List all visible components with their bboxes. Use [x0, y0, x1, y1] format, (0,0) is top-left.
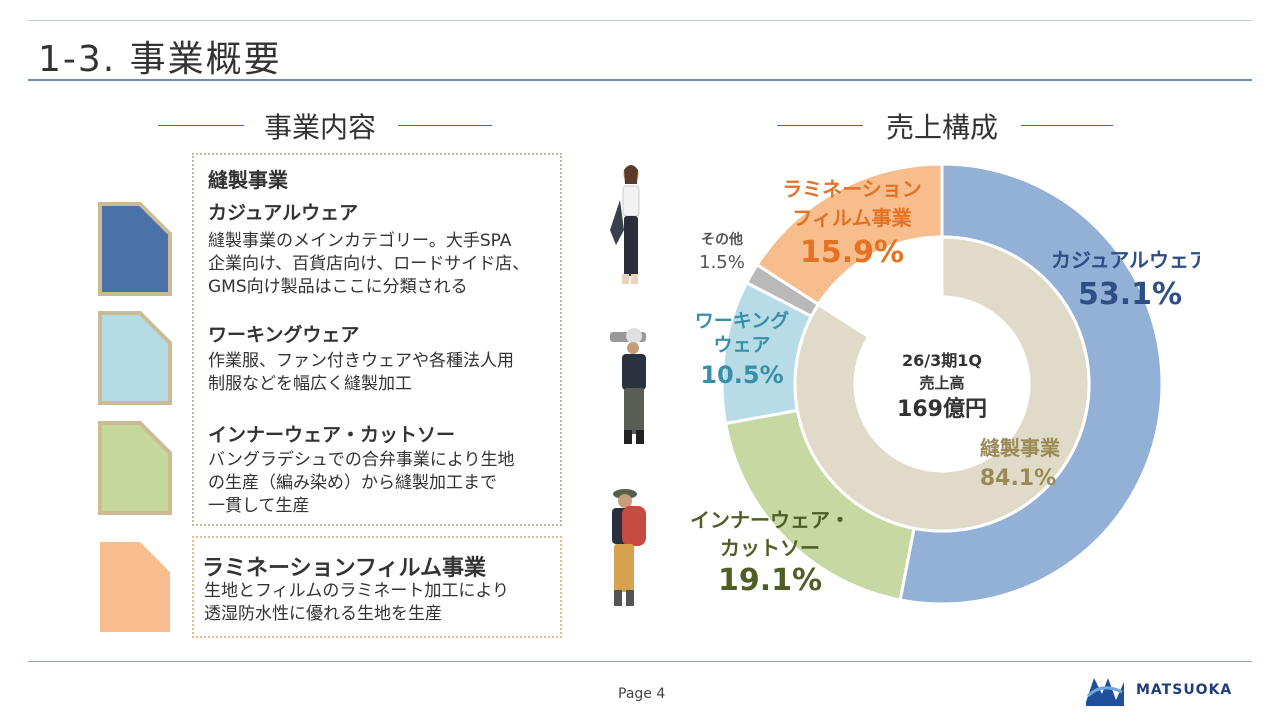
label-inner-value: 19.1% [718, 563, 822, 598]
sales-donut-chart: カジュアルウェア 53.1% インナーウェア・カットソー 19.1% ワーキングウェア 1… [690, 162, 1200, 606]
label-casual-value: 53.1% [1078, 277, 1182, 312]
inner-desc-line: バングラデシュでの合弁事業により生地 [208, 450, 515, 470]
casual-pentagon-icon [98, 202, 172, 296]
working-desc-line: 制服などを幅広く縫製加工 [208, 374, 412, 394]
label-working-name: ワーキング [695, 309, 789, 332]
label-sewing-name: 縫製事業 [980, 436, 1061, 460]
page-number: Page 4 [618, 686, 666, 702]
working-title: ワーキングウェア [208, 324, 360, 346]
working-desc-line: 作業服、ファン付きウェアや各種法人用 [208, 351, 514, 371]
inner-desc-line: の生産（編み染め）から縫製加工まで [208, 473, 497, 493]
working-person-icon [610, 328, 646, 444]
label-working-name-2: ウェア [713, 334, 770, 356]
label-other-name: その他 [701, 231, 743, 248]
lamination-desc-line: 透湿防水性に優れる生地を生産 [204, 604, 442, 624]
page-title: 1-3. 事業概要 [38, 39, 282, 80]
inner-pentagon-icon [98, 421, 172, 515]
inner-desc-line: 一貫して生産 [208, 496, 310, 516]
sales-composition-heading: 売上構成 [885, 111, 998, 144]
casual-desc-line: 企業向け、百貨店向け、ロードサイド店、 [208, 254, 530, 274]
label-other-value: 1.5% [699, 252, 745, 273]
inner-title: インナーウェア・カットソー [208, 424, 456, 446]
sales-heading-line-left [777, 125, 863, 126]
business-content-heading: 事業内容 [263, 111, 376, 144]
inner-description: バングラデシュでの合弁事業により生地 の生産（編み染め）から縫製加工まで 一貫し… [208, 449, 558, 518]
sales-heading-line-right [1021, 125, 1113, 126]
label-lamination-name-2: フィルム事業 [792, 206, 912, 230]
center-period: 26/3期1Q [902, 351, 982, 370]
casual-desc-line: 縫製事業のメインカテゴリー。大手SPA [208, 231, 512, 251]
matsuoka-logo-icon [1086, 678, 1124, 706]
heading-line-left [158, 125, 244, 126]
outer-slice-4 [755, 162, 944, 307]
top-rule [28, 20, 1252, 21]
inner-ring [793, 235, 1091, 533]
label-lamination-value: 15.9% [800, 235, 904, 270]
lamination-pentagon-icon [100, 542, 170, 632]
label-working-value: 10.5% [700, 361, 783, 389]
inner-slice-sewing [793, 235, 1091, 533]
label-casual-name: カジュアルウェア [1051, 248, 1200, 272]
sewing-business-box [192, 153, 562, 526]
lamination-business-box [192, 536, 562, 638]
casual-title: カジュアルウェア [208, 202, 359, 224]
working-description: 作業服、ファン付きウェアや各種法人用 制服などを幅広く縫製加工 [208, 350, 558, 396]
outdoor-person-icon [612, 489, 646, 606]
label-inner-name: インナーウェア・ [690, 508, 850, 532]
casual-person-icon [610, 165, 640, 284]
label-inner-name-2: カットソー [720, 536, 820, 560]
lamination-description: 生地とフィルムのラミネート加工により 透湿防水性に優れる生地を生産 [204, 580, 554, 626]
lamination-title: ラミネーションフィルム事業 [202, 556, 487, 581]
sewing-business-title: 縫製事業 [208, 168, 288, 192]
chart-labels: カジュアルウェア 53.1% インナーウェア・カットソー 19.1% ワーキングウェア 1… [690, 177, 1200, 598]
footer-rule [28, 661, 1252, 662]
label-sewing-value: 84.1% [980, 466, 1056, 491]
center-sales-label: 売上高 [919, 374, 964, 392]
center-sales-value: 169億円 [897, 396, 987, 422]
heading-line-right [398, 125, 492, 126]
title-underline [28, 79, 1252, 81]
lamination-desc-line: 生地とフィルムのラミネート加工により [204, 581, 509, 601]
casual-desc-line: GMS向け製品はここに分類される [208, 277, 468, 297]
label-lamination-name: ラミネーション [782, 177, 922, 201]
matsuoka-logo-text: MATSUOKA [1136, 682, 1233, 698]
working-pentagon-icon [98, 311, 172, 405]
outer-ring [720, 162, 1164, 606]
casual-description: 縫製事業のメインカテゴリー。大手SPA 企業向け、百貨店向け、ロードサイド店、 … [208, 230, 558, 299]
